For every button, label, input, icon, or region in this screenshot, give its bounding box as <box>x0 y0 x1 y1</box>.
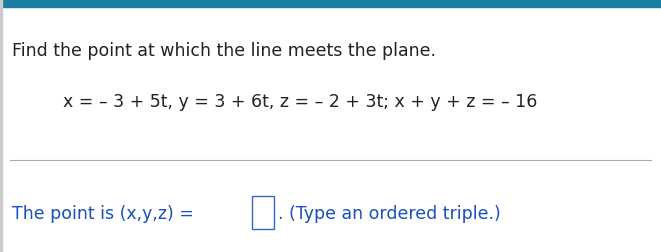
FancyBboxPatch shape <box>252 197 274 229</box>
Text: The point is (x,y,z) =: The point is (x,y,z) = <box>12 204 194 222</box>
Text: Find the point at which the line meets the plane.: Find the point at which the line meets t… <box>12 41 436 59</box>
Text: x = – 3 + 5t, y = 3 + 6t, z = – 2 + 3t; x + y + z = – 16: x = – 3 + 5t, y = 3 + 6t, z = – 2 + 3t; … <box>63 93 537 111</box>
Text: The point is (x,y,z) =: The point is (x,y,z) = <box>12 204 194 222</box>
Bar <box>0 0 661 8</box>
Text: . (Type an ordered triple.): . (Type an ordered triple.) <box>278 204 500 222</box>
Bar <box>0 0 2 252</box>
